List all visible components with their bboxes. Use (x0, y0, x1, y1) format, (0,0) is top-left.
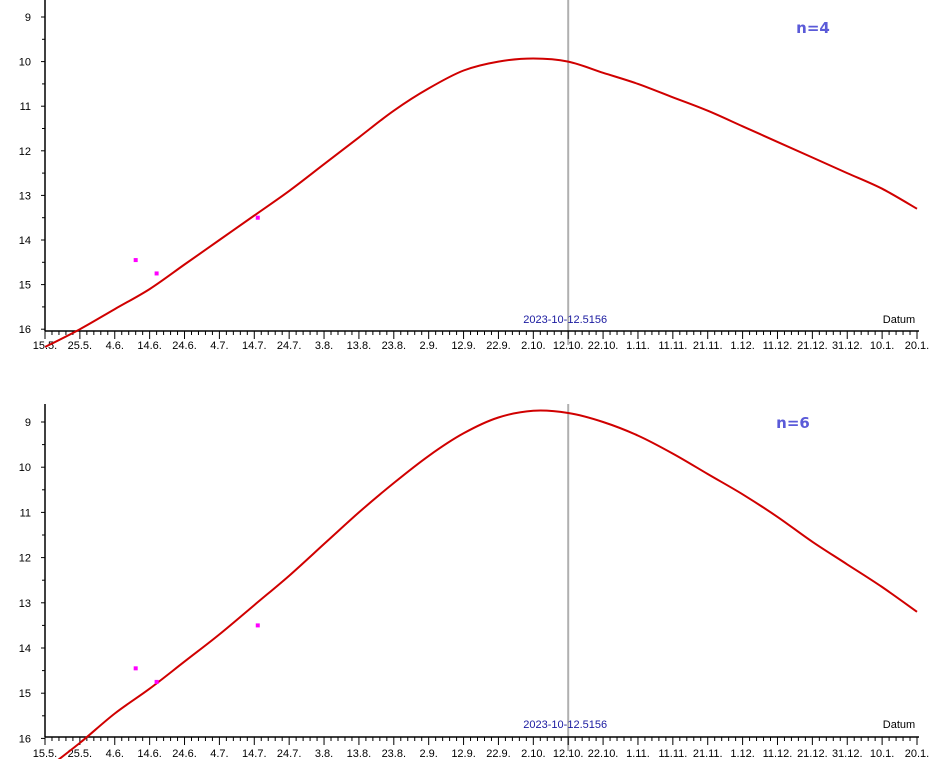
x-tick-label: 12.10. (553, 748, 584, 760)
x-tick-label: 1.12. (730, 748, 754, 760)
y-tick-label: 15 (19, 280, 31, 292)
x-tick-label: 11.11. (658, 340, 687, 352)
y-tick-label: 10 (19, 462, 31, 474)
x-tick-label: 21.11. (693, 340, 723, 352)
observation-point (154, 679, 159, 684)
x-tick-label: 24.7. (277, 340, 301, 352)
x-tick-label: 31.12. (832, 340, 863, 352)
x-tick-label: 21.12. (797, 340, 828, 352)
x-axis-label: Datum (883, 314, 915, 326)
y-tick-label: 14 (19, 643, 31, 655)
x-tick-label: 2.9. (420, 748, 438, 760)
y-tick-label: 14 (19, 235, 31, 247)
x-tick-label: 2.10. (521, 340, 545, 352)
observation-point (133, 666, 138, 671)
x-tick-label: 22.10. (588, 340, 619, 352)
x-tick-label: 4.7. (210, 748, 228, 760)
x-tick-label: 14.6. (137, 340, 161, 352)
x-tick-label: 24.6. (172, 340, 196, 352)
y-tick-label: 11 (20, 101, 31, 113)
n-annotation-label: n=6 (776, 414, 810, 432)
x-tick-label: 4.7. (210, 340, 228, 352)
observation-point (255, 215, 260, 220)
x-tick-label: 12.10. (553, 340, 584, 352)
x-tick-label: 25.5. (68, 748, 92, 760)
x-tick-label: 1.11. (626, 748, 650, 760)
x-tick-label: 14.7. (242, 748, 266, 760)
x-tick-label: 22.9. (486, 748, 510, 760)
observation-point (154, 271, 159, 276)
x-tick-label: 24.6. (172, 748, 196, 760)
x-tick-label: 12.9. (451, 340, 475, 352)
y-tick-label: 13 (19, 190, 31, 202)
x-tick-label: 24.7. (277, 748, 301, 760)
x-tick-label: 4.6. (106, 748, 124, 760)
x-tick-label: 12.9. (451, 748, 475, 760)
x-tick-label: 4.6. (106, 340, 124, 352)
y-tick-label: 12 (19, 553, 31, 565)
x-tick-label: 11.11. (658, 748, 687, 760)
y-tick-label: 15 (19, 688, 31, 700)
x-tick-label: 14.7. (242, 340, 266, 352)
model-curve (57, 409, 918, 759)
x-tick-label: 20.1. (905, 340, 929, 352)
marker-date-label: 2023-10-12.5156 (523, 719, 607, 731)
x-axis-label: Datum (883, 719, 915, 731)
x-tick-label: 20.1. (905, 748, 929, 760)
x-tick-label: 22.9. (486, 340, 510, 352)
n-annotation-label: n=4 (796, 19, 830, 37)
x-tick-label: 21.12. (797, 748, 828, 760)
x-tick-label: 11.12. (763, 340, 793, 352)
x-tick-label: 23.8. (382, 340, 406, 352)
x-tick-label: 2.10. (521, 748, 545, 760)
x-tick-label: 15.5. (33, 748, 57, 760)
x-tick-label: 1.12. (730, 340, 754, 352)
marker-date-label: 2023-10-12.5156 (523, 314, 607, 326)
x-tick-label: 1.11. (626, 340, 650, 352)
x-tick-label: 23.8. (382, 748, 406, 760)
x-tick-label: 10.1. (870, 340, 894, 352)
x-tick-label: 14.6. (137, 748, 161, 760)
x-tick-label: 3.8. (315, 340, 333, 352)
model-curve (45, 57, 918, 348)
x-tick-label: 2.9. (420, 340, 438, 352)
y-tick-label: 13 (19, 598, 31, 610)
x-tick-label: 22.10. (588, 748, 619, 760)
x-tick-label: 31.12. (832, 748, 863, 760)
y-tick-label: 10 (19, 57, 31, 69)
observation-point (255, 623, 260, 628)
x-tick-label: 11.12. (763, 748, 793, 760)
x-tick-label: 21.11. (693, 748, 723, 760)
y-tick-label: 9 (25, 12, 31, 24)
x-tick-label: 10.1. (870, 748, 894, 760)
x-tick-label: 13.8. (347, 748, 371, 760)
y-tick-label: 11 (20, 507, 31, 519)
observation-point (133, 258, 138, 263)
y-tick-label: 16 (19, 733, 31, 745)
x-tick-label: 3.8. (315, 748, 333, 760)
x-tick-label: 13.8. (347, 340, 371, 352)
y-tick-label: 9 (25, 417, 31, 429)
x-tick-label: 25.5. (68, 340, 92, 352)
y-tick-label: 12 (19, 146, 31, 158)
y-tick-label: 16 (19, 324, 31, 336)
